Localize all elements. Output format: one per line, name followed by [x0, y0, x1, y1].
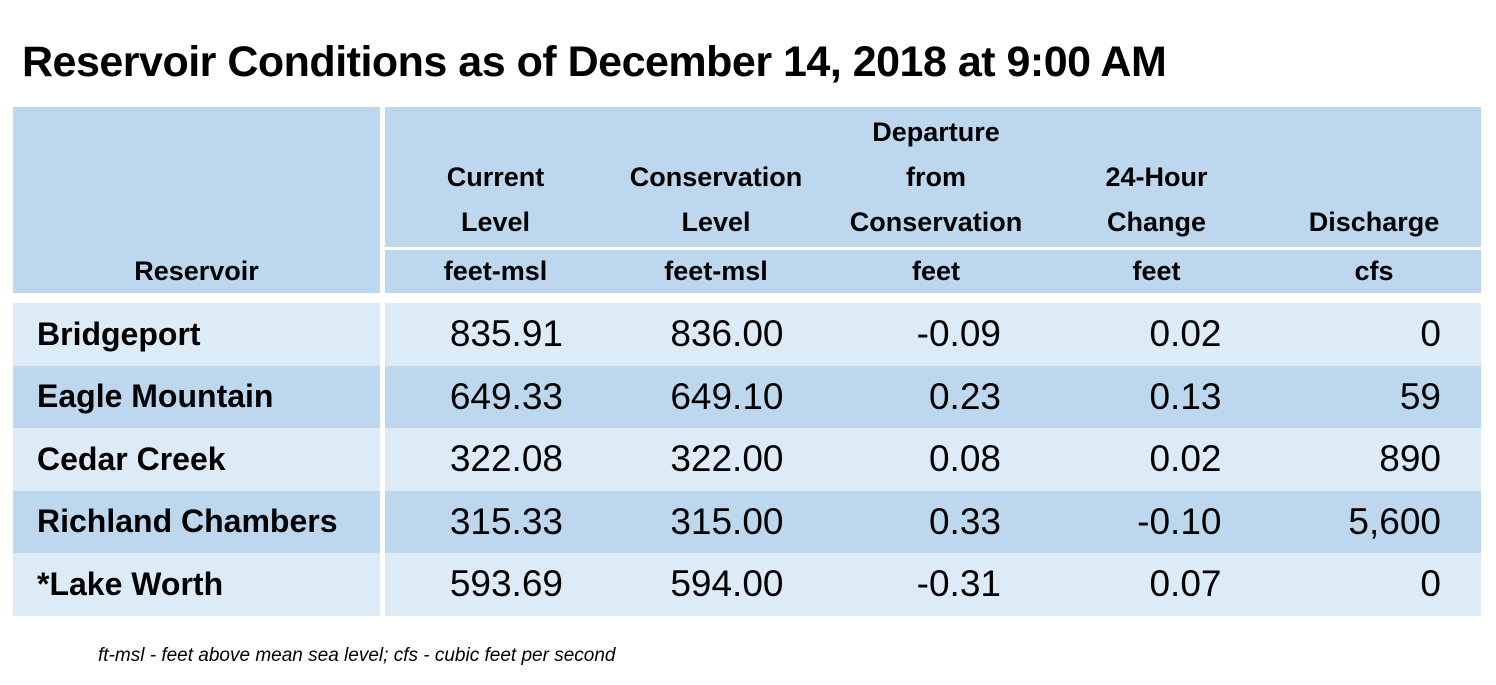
discharge-value: 890 — [1379, 438, 1441, 480]
departure-value: 0.33 — [928, 500, 1001, 542]
page-title: Reservoir Conditions as of December 14, … — [22, 38, 1167, 86]
departure-value: -0.31 — [916, 563, 1001, 605]
reservoir-name: Bridgeport — [37, 315, 201, 352]
change-value: 0.07 — [1149, 563, 1222, 605]
discharge-value: 5,600 — [1348, 500, 1441, 542]
change-value: 0.02 — [1149, 313, 1222, 355]
change-value: 0.02 — [1149, 438, 1222, 480]
header-reservoir-label: Reservoir — [134, 256, 259, 286]
table-row: *Lake Worth 593.69 594.00 -0.31 0.07 0 — [13, 553, 1481, 616]
unit-conservation-level: feet-msl — [664, 256, 768, 286]
table-row: Bridgeport 835.91 836.00 -0.09 0.02 0 — [13, 303, 1481, 366]
conservation-level-value: 594.00 — [670, 563, 784, 605]
unit-current-level: feet-msl — [443, 256, 548, 286]
conservation-level-value: 322.00 — [670, 438, 784, 480]
conservation-level-value: 315.00 — [670, 500, 784, 542]
departure-value: -0.09 — [916, 313, 1001, 355]
change-value: -0.10 — [1137, 500, 1222, 542]
header-divider — [13, 247, 1481, 250]
departure-value: 0.08 — [928, 438, 1001, 480]
table-row: Richland Chambers 315.33 315.00 0.33 -0.… — [13, 490, 1481, 553]
discharge-value: 0 — [1420, 313, 1441, 355]
header-discharge: Discharge — [1308, 207, 1440, 237]
footnote: ft-msl - feet above mean sea level; cfs … — [98, 645, 616, 666]
current-level-value: 649.33 — [449, 375, 563, 417]
departure-value: 0.23 — [928, 375, 1001, 417]
table-row: Eagle Mountain 649.33 649.10 0.23 0.13 5… — [13, 365, 1481, 428]
header-conservation-level: Conservation Level — [629, 162, 803, 237]
discharge-value: 0 — [1420, 563, 1441, 605]
conservation-level-value: 836.00 — [670, 313, 784, 355]
current-level-value: 835.91 — [449, 313, 563, 355]
reservoir-table: Current Level Conservation Level Departu… — [13, 107, 1481, 616]
current-level-value: 593.69 — [449, 563, 563, 605]
reservoir-name: Eagle Mountain — [37, 378, 274, 415]
header-reservoir — [13, 107, 380, 247]
discharge-value: 59 — [1399, 375, 1441, 417]
header-24-hour-change: 24-Hour Change — [1105, 162, 1208, 237]
conservation-level-value: 649.10 — [670, 375, 784, 417]
table-units-row: Reservoir feet-msl feet-msl feet feet cf… — [13, 250, 1481, 293]
reservoir-name: *Lake Worth — [37, 565, 224, 602]
unit-24-hour-change: feet — [1132, 256, 1181, 286]
unit-departure: feet — [911, 256, 960, 286]
table-header-row: Current Level Conservation Level Departu… — [13, 107, 1481, 247]
current-level-value: 315.33 — [449, 500, 563, 542]
header-departure: Departure from Conservation — [849, 117, 1023, 237]
unit-discharge: cfs — [1354, 256, 1394, 286]
table-row: Cedar Creek 322.08 322.00 0.08 0.02 890 — [13, 428, 1481, 491]
header-current-level: Current Level — [446, 162, 545, 237]
reservoir-name: Cedar Creek — [37, 440, 226, 477]
change-value: 0.13 — [1149, 375, 1222, 417]
current-level-value: 322.08 — [449, 438, 563, 480]
reservoir-name: Richland Chambers — [37, 503, 338, 540]
